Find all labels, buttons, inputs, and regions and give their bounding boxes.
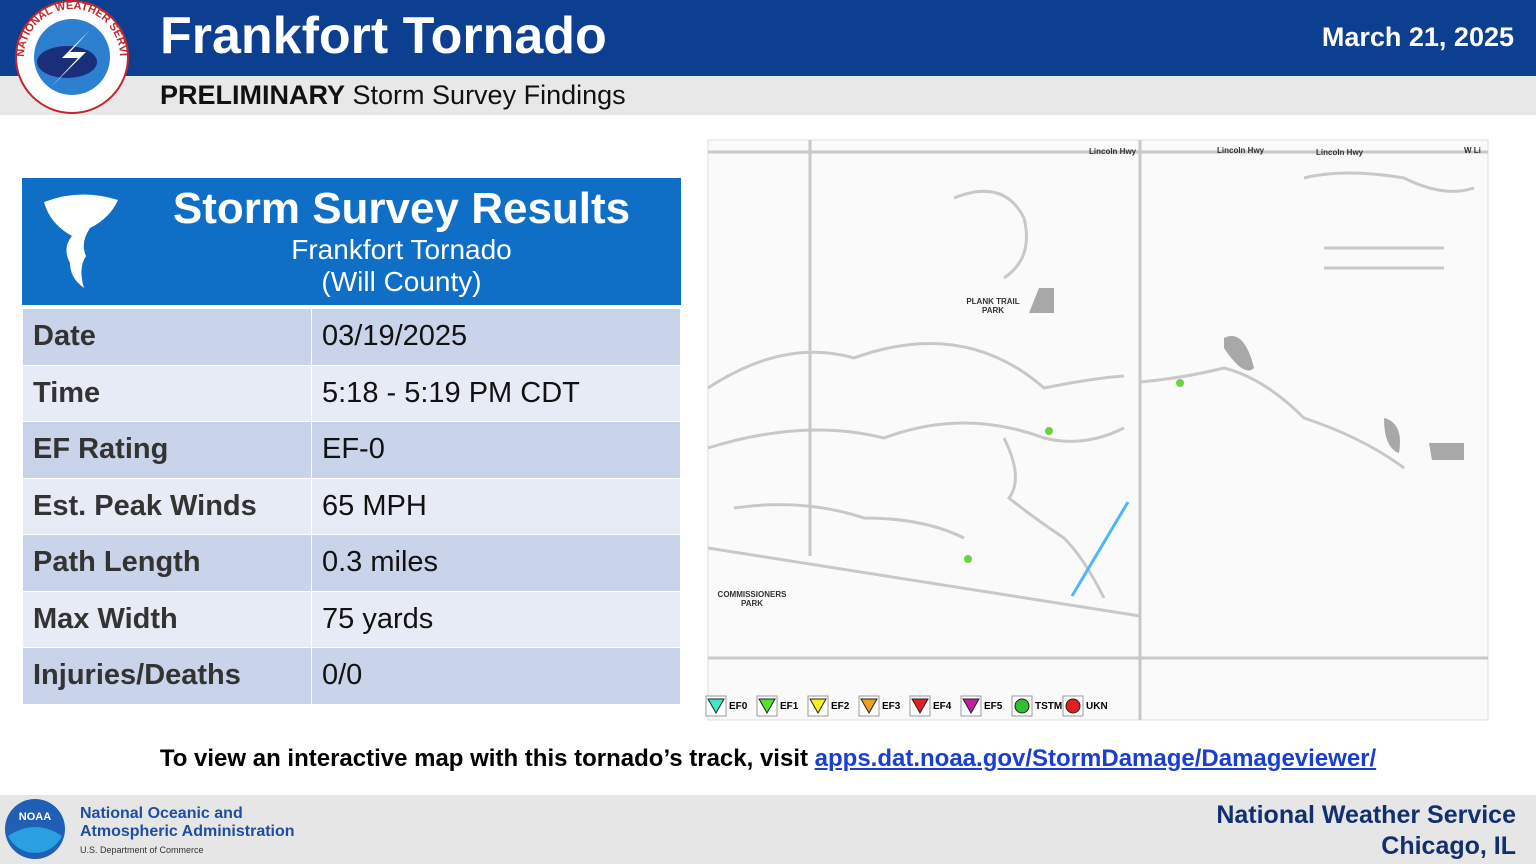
legend-icon — [809, 698, 827, 715]
road-label: Lincoln Hwy — [1316, 148, 1364, 157]
legend-label: UKN — [1086, 701, 1108, 712]
table-row: Time 5:18 - 5:19 PM CDT — [22, 364, 681, 422]
row-label: Max Width — [22, 590, 312, 648]
table-row: Date 03/19/2025 — [22, 308, 681, 366]
subtitle-text: Storm Survey Findings — [352, 80, 626, 110]
legend-icon — [860, 698, 878, 715]
row-value: 75 yards — [311, 590, 681, 648]
row-label: Path Length — [22, 534, 312, 592]
road-label: Lincoln Hwy — [1089, 147, 1137, 156]
date: March 21, 2025 — [1321, 22, 1514, 52]
subheader-bar — [0, 76, 1536, 115]
row-value: 0/0 — [311, 647, 681, 705]
office: National Weather Service Chicago, IL — [1216, 800, 1516, 862]
place-label: PARK — [982, 306, 1004, 315]
legend-icon — [758, 698, 776, 715]
legend-label: TSTM — [1035, 701, 1062, 712]
results-subtitle: (Will County) — [321, 266, 482, 297]
row-value: 65 MPH — [311, 477, 681, 535]
place-label: PLANK TRAIL — [966, 297, 1019, 306]
row-label: EF Rating — [22, 421, 312, 479]
legend-label: EF0 — [729, 701, 748, 712]
row-label: Est. Peak Winds — [22, 477, 312, 535]
table-row: Max Width 75 yards — [22, 590, 681, 648]
place-label: COMMISSIONERS — [718, 590, 788, 599]
road-label: W Li — [1464, 146, 1481, 155]
row-label: Injuries/Deaths — [22, 647, 312, 705]
legend-icon — [962, 698, 980, 715]
legend-icon — [911, 698, 929, 715]
legend-icon — [1014, 698, 1030, 714]
subtitle: PRELIMINARY Storm Survey Findings — [160, 80, 626, 111]
header-bar — [0, 0, 1536, 76]
footer-bar — [0, 795, 1536, 864]
link-intro: To view an interactive map with this tor… — [159, 745, 808, 772]
office-line: National Weather Service — [1216, 801, 1516, 829]
results-title: Storm Survey Results — [172, 184, 631, 233]
road-label: Lincoln Hwy — [1217, 146, 1265, 155]
table-row: Path Length 0.3 miles — [22, 534, 681, 592]
map: Lincoln Hwy Lincoln Hwy Lincoln Hwy W Li PLA… — [705, 139, 1489, 721]
nws-logo: NATIONAL WEATHER SERVICE — [12, 0, 129, 114]
row-value: 5:18 - 5:19 PM CDT — [311, 364, 681, 422]
legend-label: EF1 — [780, 701, 799, 712]
noaa-logo-text: NOAA — [19, 811, 51, 823]
agency-line: Atmospheric Administration — [80, 823, 295, 840]
agency-line: National Oceanic and — [80, 805, 243, 822]
legend-icon — [1065, 698, 1081, 714]
link[interactable]: apps.dat.noaa.gov/StormDamage/Damageview… — [814, 745, 1377, 772]
title: Frankfort Tornado — [160, 7, 607, 65]
legend-label: EF4 — [933, 701, 952, 712]
noaa-logo: NOAA — [5, 799, 65, 859]
results-table: Date 03/19/2025 Time 5:18 - 5:19 PM CDT EF R… — [22, 308, 681, 705]
link-line: To view an interactive map with this tor… — [0, 745, 1536, 773]
row-value: EF-0 — [311, 421, 681, 479]
department: U.S. Department of Commerce — [80, 845, 204, 855]
results-subtitle: Frankfort Tornado — [291, 234, 512, 265]
legend-label: EF5 — [984, 701, 1003, 712]
legend-label: EF2 — [831, 701, 850, 712]
tornado-icon — [44, 194, 118, 288]
subtitle-bold: PRELIMINARY — [160, 80, 346, 110]
place-label: PARK — [741, 599, 763, 608]
table-row: EF Rating EF-0 — [22, 421, 681, 479]
table-row: Est. Peak Winds 65 MPH — [22, 477, 681, 535]
legend-label: EF3 — [882, 701, 901, 712]
office-line: Chicago, IL — [1381, 832, 1516, 860]
row-label: Date — [22, 308, 312, 366]
table-row: Injuries/Deaths 0/0 — [22, 647, 681, 705]
row-value: 0.3 miles — [311, 534, 681, 592]
results-header: Storm Survey Results Frankfort Tornado (… — [22, 178, 681, 305]
row-value: 03/19/2025 — [311, 308, 681, 366]
legend-icon — [707, 698, 725, 715]
agency: National Oceanic and Atmospheric Administ… — [80, 805, 295, 859]
row-label: Time — [22, 364, 312, 422]
